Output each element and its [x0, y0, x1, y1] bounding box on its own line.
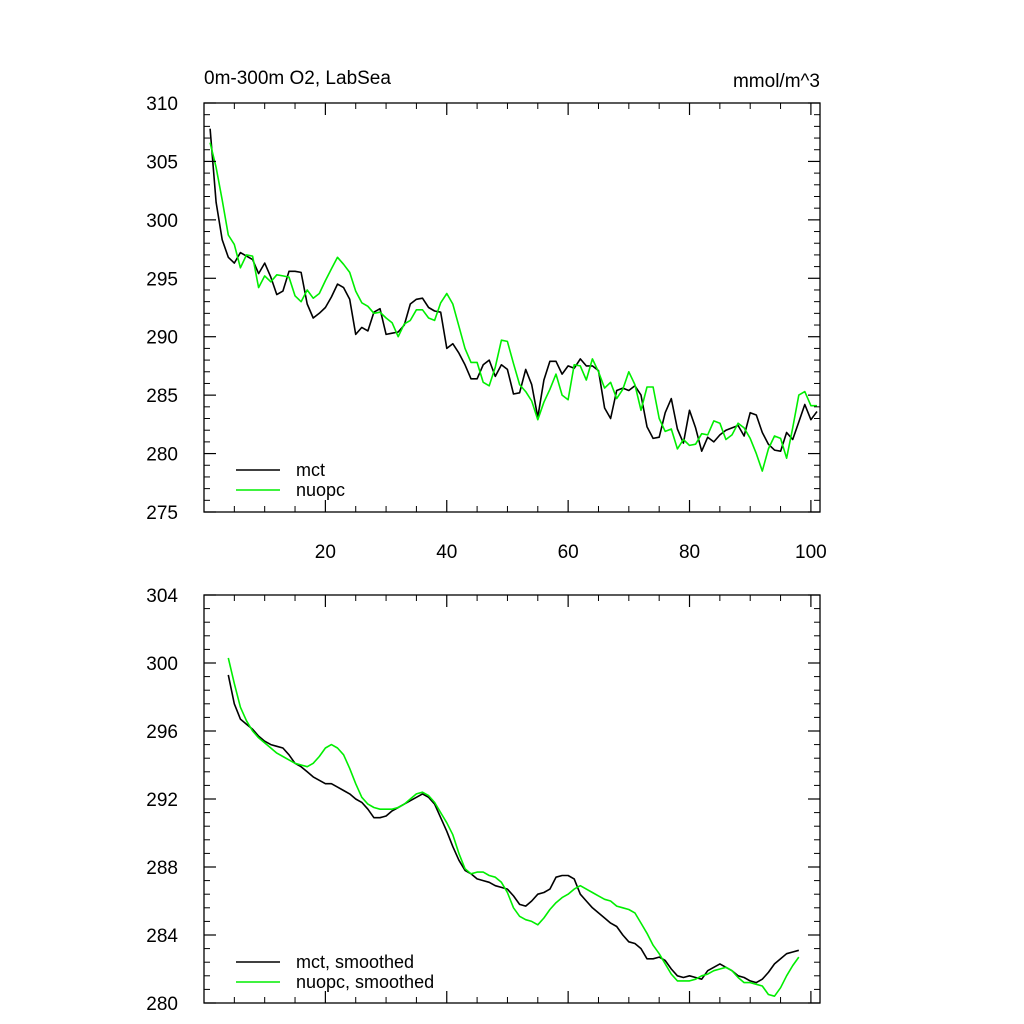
top-xtick-label-40: 40: [436, 542, 457, 563]
top-ytick-label-275: 275: [146, 503, 178, 524]
top-series-nuopc-line: [209, 142, 817, 472]
top-chart-title: 0m-300m O2, LabSea: [204, 68, 391, 89]
top-ytick-label-305: 305: [146, 152, 178, 173]
bottom-ytick-label-304: 304: [146, 586, 178, 607]
bottom-chart-legend: mct, smoothed nuopc, smoothed: [236, 952, 434, 992]
top-series-mct-line: [209, 128, 818, 453]
top-xtick-label-20: 20: [315, 542, 336, 563]
legend-label-nuopc: nuopc: [296, 480, 345, 500]
legend-label-mct: mct: [296, 460, 325, 480]
top-ytick-label-310: 310: [146, 94, 178, 115]
bottom-ytick-label-296: 296: [146, 722, 178, 743]
top-plot-frame: [203, 102, 821, 513]
legend-label-nuopc-smoothed: nuopc, smoothed: [296, 972, 434, 992]
bottom-ytick-label-300: 300: [146, 654, 178, 675]
bottom-ytick-label-292: 292: [146, 790, 178, 811]
top-xtick-label-100: 100: [795, 542, 827, 563]
bottom-series-nuopc-smoothed-line: [227, 657, 800, 998]
bottom-ytick-label-288: 288: [146, 858, 178, 879]
top-ytick-label-280: 280: [146, 445, 178, 466]
bottom-series-mct-smoothed-line: [227, 674, 800, 984]
bottom-ytick-label-280: 280: [146, 994, 178, 1015]
top-ytick-label-300: 300: [146, 211, 178, 232]
top-xtick-label-60: 60: [558, 542, 579, 563]
top-ytick-label-290: 290: [146, 328, 178, 349]
top-xtick-label-80: 80: [679, 542, 700, 563]
top-ytick-label-285: 285: [146, 386, 178, 407]
top-chart-panel: 0m-300m O2, LabSea mmol/m^3 mct nuopc 27…: [146, 68, 826, 563]
bottom-ytick-label-284: 284: [146, 926, 178, 947]
top-chart-units-label: mmol/m^3: [733, 71, 820, 92]
top-ytick-label-295: 295: [146, 269, 178, 290]
legend-label-mct-smoothed: mct, smoothed: [296, 952, 414, 972]
top-chart-legend: mct nuopc: [236, 460, 345, 500]
bottom-chart-panel: mct, smoothed nuopc, smoothed 280 284 288 2…: [146, 586, 821, 1015]
